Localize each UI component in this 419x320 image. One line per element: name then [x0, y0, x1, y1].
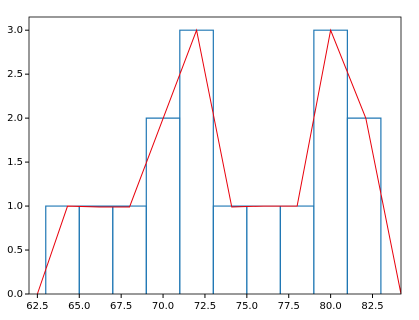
- histogram-bin: [279, 205, 315, 294]
- x-tick-label: 65.0: [68, 301, 90, 312]
- histogram-bin: [112, 205, 147, 294]
- histogram-bin: [346, 117, 382, 294]
- histogram-bin: [78, 205, 114, 294]
- y-tick-label: 1.0: [7, 201, 23, 212]
- histogram-bin: [313, 29, 348, 294]
- x-tick-label: 62.5: [26, 301, 48, 312]
- histogram-bin: [212, 205, 248, 294]
- y-tick-label: 2.5: [7, 69, 23, 80]
- line: [36, 28, 402, 295]
- histogram-bin: [145, 117, 181, 294]
- y-tick-label: 1.5: [7, 157, 23, 168]
- x-tick-label: 80.0: [319, 301, 341, 312]
- plot-frame: [28, 16, 402, 295]
- x-tick-label: 72.5: [194, 301, 216, 312]
- histogram-bin: [246, 205, 281, 294]
- y-tick-label: 0.0: [7, 289, 23, 300]
- x-tick-label: 77.5: [278, 301, 300, 312]
- y-tick-label: 2.0: [7, 113, 23, 124]
- histogram-bin: [179, 29, 214, 294]
- x-tick-label: 82.5: [361, 301, 383, 312]
- x-tick-label: 75.0: [236, 301, 258, 312]
- y-tick-label: 3.0: [7, 25, 23, 36]
- x-tick-label: 67.5: [110, 301, 132, 312]
- y-tick-label: 0.5: [7, 245, 23, 256]
- x-tick-label: 70.0: [152, 301, 174, 312]
